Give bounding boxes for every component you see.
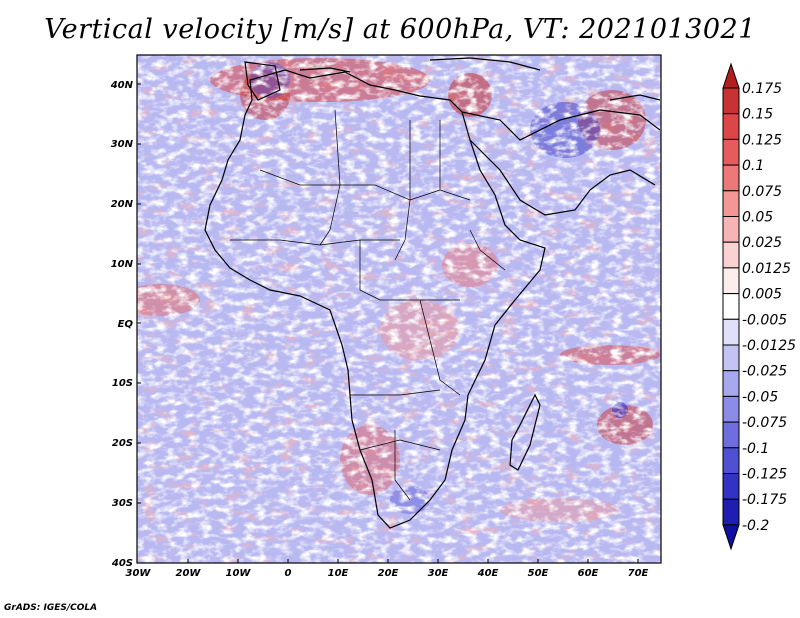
- map-title: Vertical velocity [m/s] at 600hPa, VT: 2…: [44, 14, 756, 45]
- colorbar-label: -0.025: [742, 364, 787, 380]
- colorbar-swatch: [722, 318, 740, 346]
- colorbar-label: -0.0125: [742, 338, 796, 354]
- colorbar-swatch: [722, 498, 740, 526]
- lon-label: 60E: [578, 568, 599, 579]
- lon-tick-labels: 30W 20W 10W 0 10E 20E 30E 40E 50E 60E 70…: [126, 568, 649, 579]
- lat-label: 40S: [111, 558, 133, 569]
- field-shading: [137, 55, 661, 563]
- colorbar-label: -0.05: [742, 389, 778, 405]
- lon-label: 20W: [176, 568, 202, 579]
- lat-label: 30S: [112, 498, 133, 509]
- lat-label: 20N: [111, 199, 134, 210]
- colorbar-label: -0.075: [742, 415, 787, 431]
- colorbar-label: -0.175: [742, 492, 787, 508]
- colorbar-swatch: [722, 421, 740, 449]
- colorbar-label: -0.125: [742, 467, 787, 483]
- lon-label: 0: [285, 568, 292, 579]
- lat-label: EQ: [118, 319, 134, 330]
- colorbar-label: 0.075: [742, 184, 782, 200]
- lon-label: 10E: [328, 568, 349, 579]
- colorbar-label: 0.05: [742, 210, 773, 226]
- lat-label: 30N: [111, 139, 134, 150]
- colorbar-labels: 0.175 0.15 0.125 0.1 0.075 0.05 0.025 0.0125 0.0…: [742, 81, 796, 534]
- country-borders: [230, 109, 506, 501]
- colorbar-swatch: [722, 164, 740, 192]
- colorbar-bottom-arrow: [722, 524, 740, 551]
- colorbar-swatch: [722, 293, 740, 320]
- lat-label: 20S: [112, 438, 133, 449]
- colorbar-swatch: [722, 447, 740, 474]
- colorbar-label: 0.025: [742, 235, 782, 251]
- colorbar-label: 0.125: [742, 132, 782, 148]
- colorbar: [722, 62, 740, 551]
- lat-ticks: [137, 83, 141, 504]
- lon-label: 40E: [477, 568, 499, 579]
- lat-label: 10N: [111, 259, 134, 270]
- colorbar-label: 0.175: [742, 81, 782, 97]
- lon-ticks: [187, 559, 639, 563]
- colorbar-label: -0.2: [742, 518, 769, 534]
- colorbar-swatch: [722, 138, 740, 166]
- colorbar-swatch: [722, 267, 740, 295]
- plot-frame: [136, 54, 662, 564]
- colorbar-swatch: [722, 370, 740, 397]
- lon-label: 50E: [528, 568, 549, 579]
- colorbar-label: 0.0125: [742, 261, 791, 277]
- lon-label: 10W: [226, 568, 252, 579]
- lon-label: 30W: [126, 568, 152, 579]
- colorbar-swatch: [722, 113, 740, 140]
- lon-label: 70E: [628, 568, 649, 579]
- colorbar-label: -0.1: [742, 441, 769, 457]
- lat-tick-labels: 40N 30N 20N 10N EQ 10S 20S 30S 40S: [110, 80, 134, 569]
- lon-label: 30E: [428, 568, 449, 579]
- colorbar-swatch: [722, 395, 740, 423]
- colorbar-swatch: [722, 344, 740, 372]
- lon-label: 20E: [378, 568, 399, 579]
- lat-label: 40N: [110, 80, 134, 91]
- colorbar-top-arrow: [722, 62, 740, 89]
- lat-label: 10S: [112, 378, 133, 389]
- coastlines: [204, 57, 661, 529]
- colorbar-label: 0.1: [742, 158, 764, 174]
- colorbar-label: -0.005: [742, 312, 787, 328]
- colorbar-swatch: [722, 473, 740, 500]
- colorbar-label: 0.005: [742, 287, 782, 303]
- colorbar-swatch: [722, 87, 740, 115]
- colorbar-label: 0.15: [742, 107, 773, 123]
- colorbar-swatch: [722, 241, 740, 269]
- colorbar-swatch: [722, 216, 740, 243]
- footer-credit: GrADS: IGES/COLA: [4, 603, 98, 613]
- colorbar-swatch: [722, 190, 740, 218]
